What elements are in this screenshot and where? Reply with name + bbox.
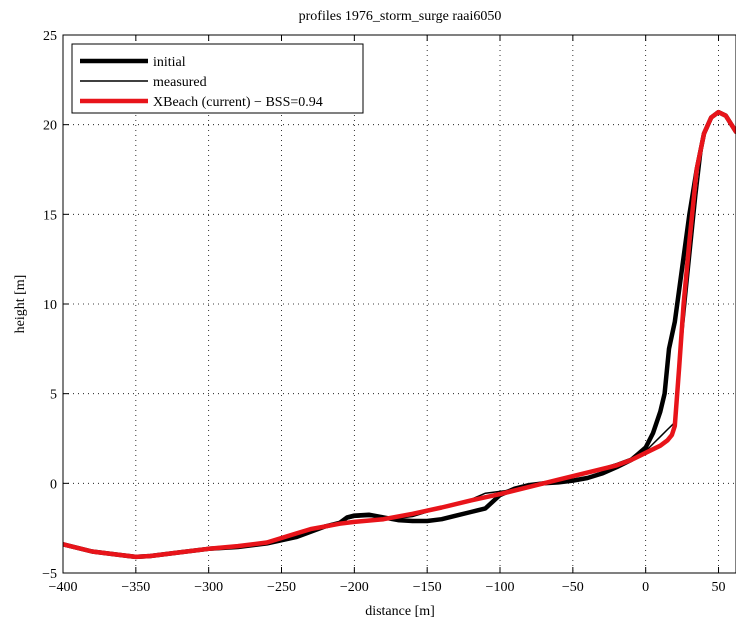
x-tick-label: −400 xyxy=(49,580,78,595)
axis-ticks: −400 −350 −300 −250 −200 −150 −100 −50 0 50−50510… xyxy=(42,29,725,595)
grid xyxy=(63,35,736,573)
x-tick-label: −200 xyxy=(340,580,369,595)
y-tick-label: 5 xyxy=(50,388,57,403)
y-tick-label: 20 xyxy=(43,119,57,134)
series-line-xbeach xyxy=(63,109,736,560)
x-axis-label: distance [m] xyxy=(365,604,435,619)
legend-label: measured xyxy=(153,75,207,90)
x-tick-label: −300 xyxy=(194,580,223,595)
legend: initial measured XBeach (current) − BSS=0.… xyxy=(71,43,364,114)
series-lines xyxy=(63,109,736,560)
x-tick-label: −150 xyxy=(413,580,442,595)
y-tick-label: 15 xyxy=(43,208,57,223)
legend-label: initial xyxy=(153,55,186,70)
x-tick-label: −250 xyxy=(267,580,296,595)
chart-title: profiles 1976_storm_surge raai6050 xyxy=(299,9,502,24)
x-tick-label: −50 xyxy=(562,580,584,595)
y-axis-label: height [m] xyxy=(13,275,28,334)
x-tick-label: −100 xyxy=(486,580,515,595)
legend-label: XBeach (current) − BSS=0.94 xyxy=(153,95,323,110)
x-tick-label: 50 xyxy=(712,580,726,595)
x-tick-label: 0 xyxy=(642,580,649,595)
y-tick-label: 0 xyxy=(50,477,57,492)
y-tick-label: −5 xyxy=(42,567,57,582)
y-tick-label: 10 xyxy=(43,298,57,313)
x-tick-label: −350 xyxy=(121,580,150,595)
y-tick-label: 25 xyxy=(43,29,57,44)
